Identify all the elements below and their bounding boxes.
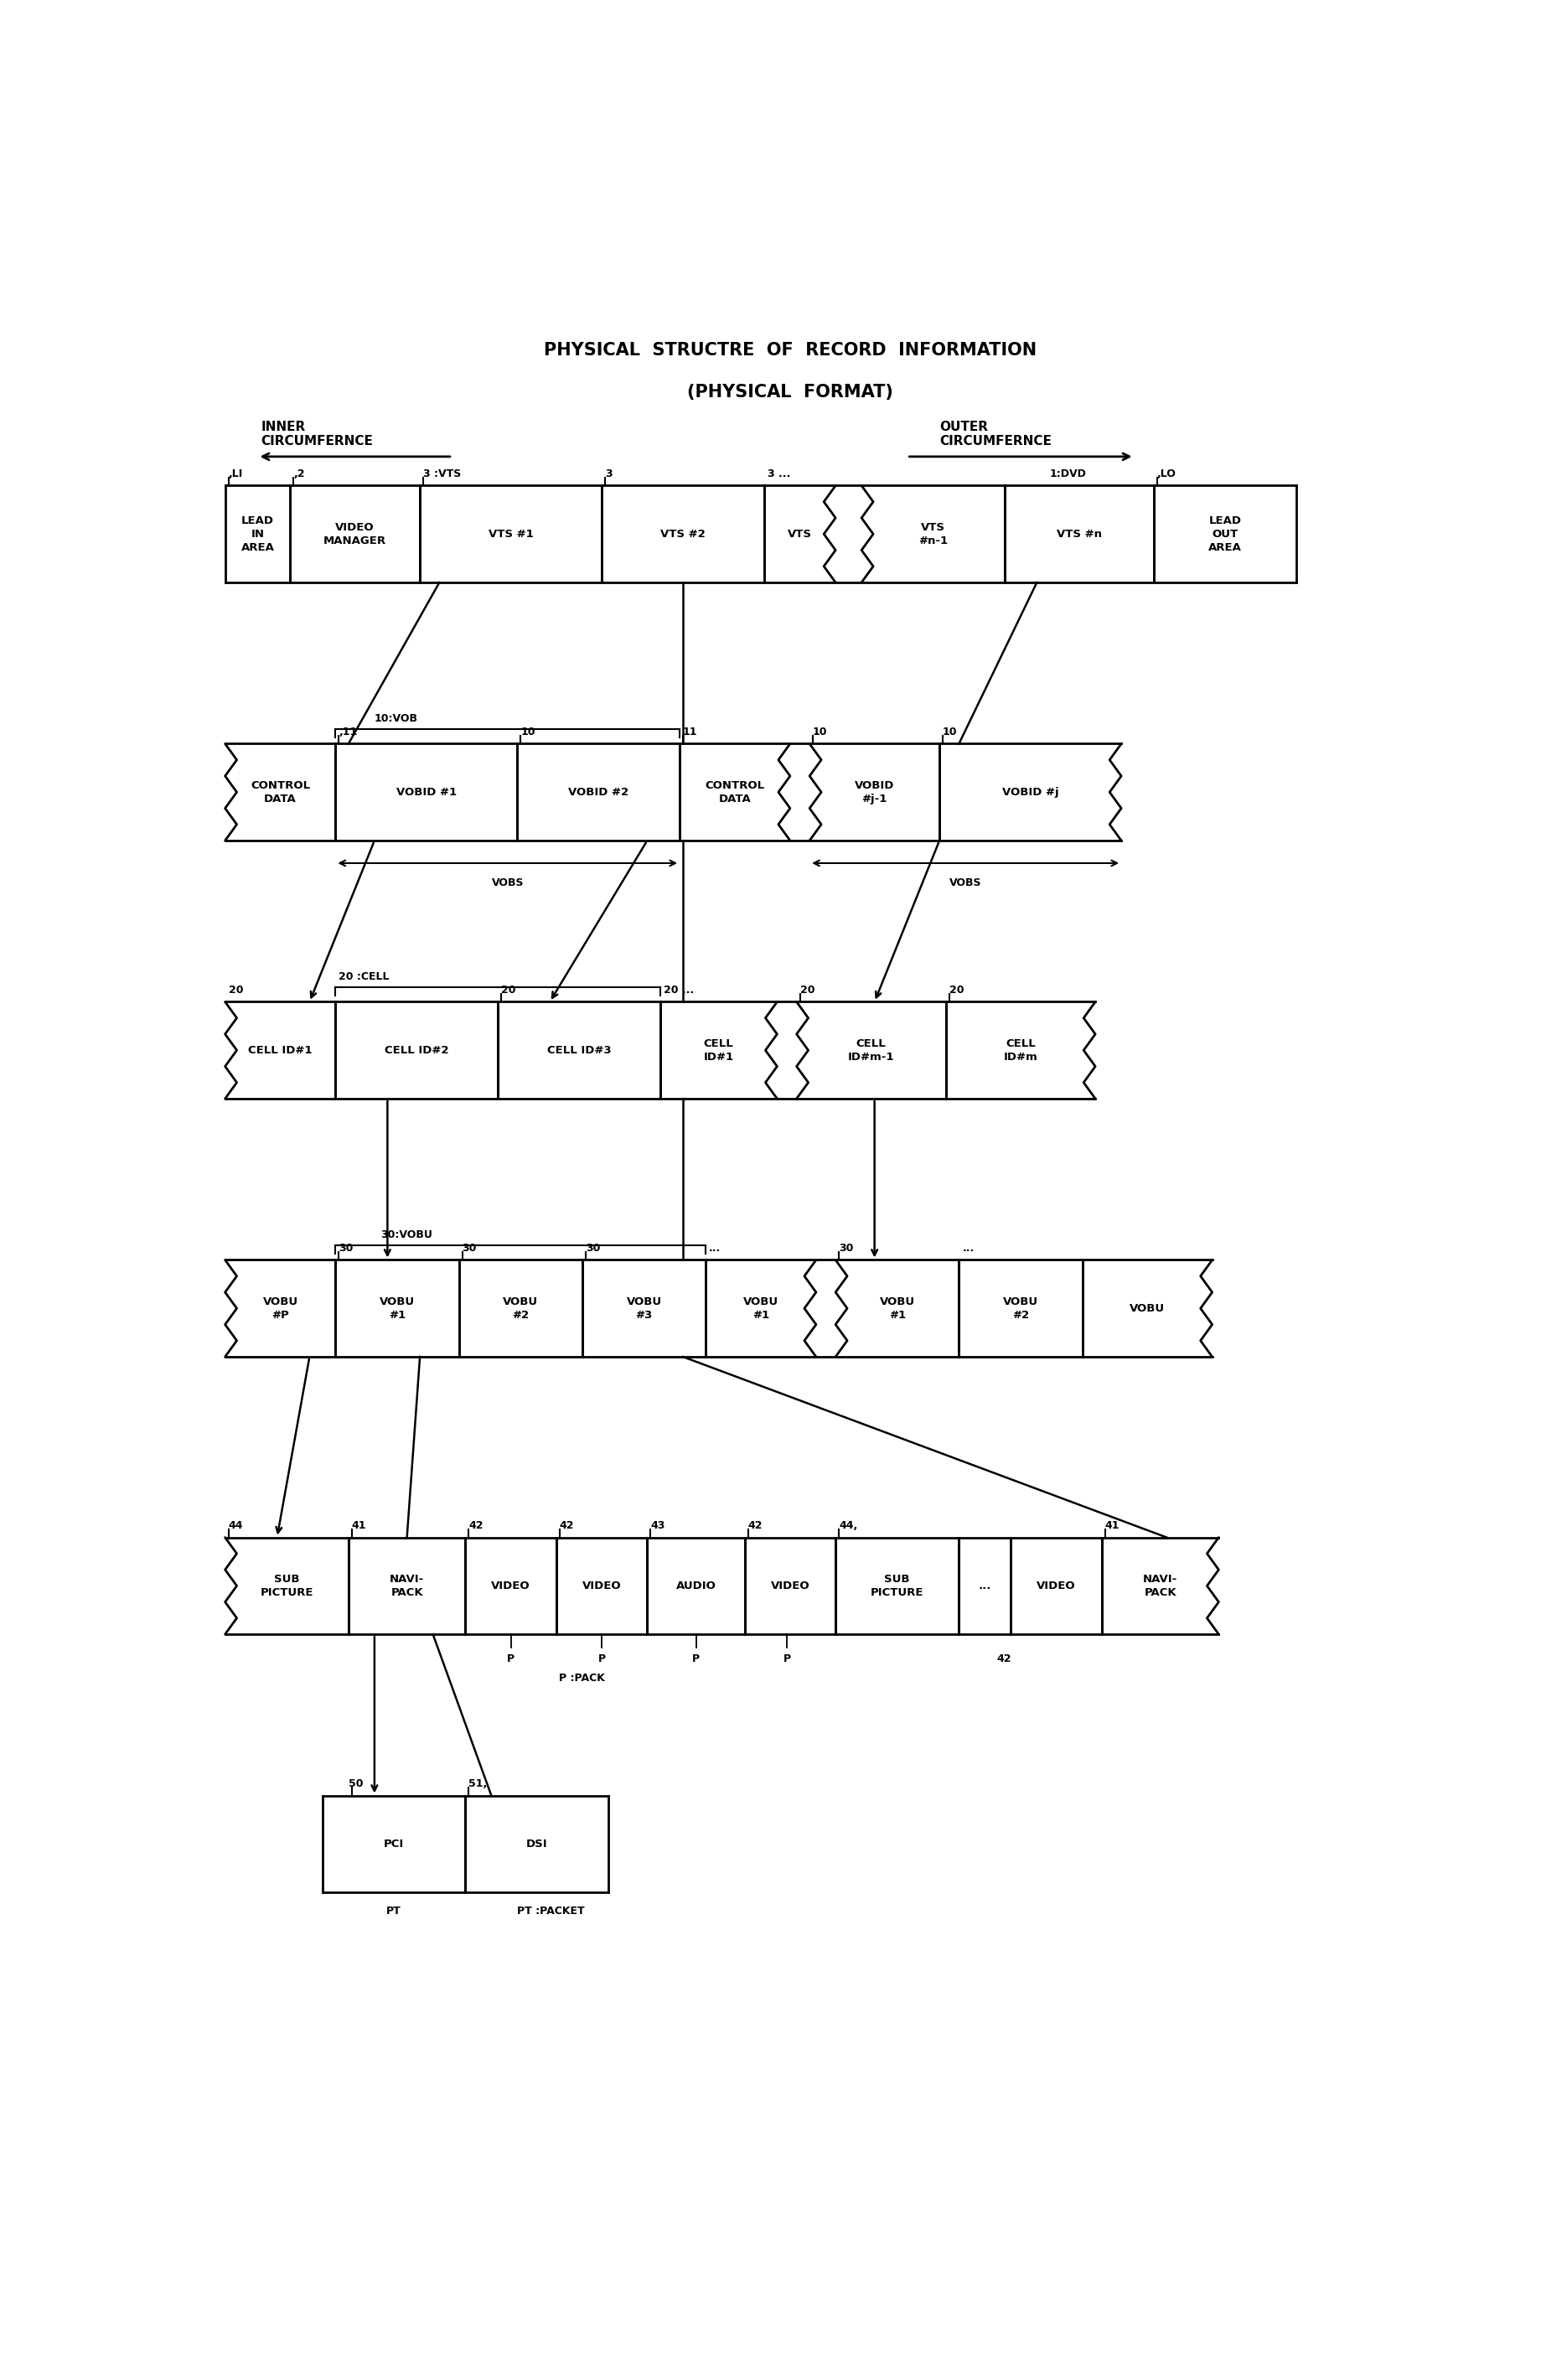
Text: ...: ... [962, 1242, 974, 1254]
Text: 43: 43 [650, 1521, 666, 1530]
Text: SUB
PICTURE: SUB PICTURE [260, 1573, 313, 1597]
Text: 20: 20 [228, 985, 243, 995]
Text: P: P [783, 1654, 791, 1664]
Text: 42: 42 [559, 1521, 575, 1530]
Text: (PHYSICAL  FORMAT): (PHYSICAL FORMAT) [687, 383, 894, 400]
Text: VOBU
#1: VOBU #1 [379, 1297, 415, 1321]
Text: 51,: 51, [468, 1778, 487, 1790]
Text: 42: 42 [747, 1521, 763, 1530]
Text: VTS: VTS [787, 528, 812, 540]
Text: INNER
CIRCUMFERNCE: INNER CIRCUMFERNCE [260, 421, 373, 447]
Text: 50: 50 [348, 1778, 364, 1790]
Text: 20: 20 [501, 985, 516, 995]
Text: OUTER
CIRCUMFERNCE: OUTER CIRCUMFERNCE [940, 421, 1051, 447]
Text: CELL
ID#m-1: CELL ID#m-1 [848, 1038, 894, 1061]
Text: NAVI-
PACK: NAVI- PACK [390, 1573, 424, 1597]
Text: 20: 20 [949, 985, 963, 995]
Text: 41: 41 [1105, 1521, 1120, 1530]
Text: VOBU
#2: VOBU #2 [502, 1297, 538, 1321]
Text: CELL
ID#1: CELL ID#1 [704, 1038, 734, 1061]
Text: 30: 30 [586, 1242, 599, 1254]
Text: 44: 44 [228, 1521, 243, 1530]
Text: SUB
PICTURE: SUB PICTURE [871, 1573, 925, 1597]
Text: VTS #2: VTS #2 [661, 528, 706, 540]
Text: VIDEO: VIDEO [582, 1580, 621, 1592]
Text: VTS #n: VTS #n [1057, 528, 1102, 540]
Text: PCI: PCI [384, 1837, 404, 1849]
Text: 3 ...: 3 ... [767, 469, 791, 478]
Text: AUDIO: AUDIO [676, 1580, 717, 1592]
Text: VIDEO: VIDEO [1037, 1580, 1076, 1592]
Text: VOBU
#P: VOBU #P [262, 1297, 297, 1321]
Text: VOBS: VOBS [949, 878, 982, 888]
Text: P: P [507, 1654, 515, 1664]
Text: VIDEO: VIDEO [770, 1580, 809, 1592]
Text: 11: 11 [683, 726, 698, 738]
Text: CONTROL
DATA: CONTROL DATA [706, 781, 764, 804]
Text: VOBID #j: VOBID #j [1002, 788, 1059, 797]
Text: 20 ...: 20 ... [664, 985, 693, 995]
Text: CONTROL
DATA: CONTROL DATA [251, 781, 310, 804]
Text: VOBID #1: VOBID #1 [396, 788, 456, 797]
Text: 30:VOBU: 30:VOBU [381, 1230, 433, 1240]
Text: 20: 20 [800, 985, 815, 995]
Text: ,LO: ,LO [1157, 469, 1176, 478]
Text: 10:VOB: 10:VOB [374, 714, 418, 724]
Text: 42: 42 [468, 1521, 484, 1530]
Text: 41: 41 [351, 1521, 367, 1530]
Text: VIDEO: VIDEO [492, 1580, 530, 1592]
Text: 3: 3 [606, 469, 612, 478]
Text: 1:DVD: 1:DVD [1049, 469, 1086, 478]
Text: VTS
#n-1: VTS #n-1 [918, 521, 948, 545]
Text: VOBU
#1: VOBU #1 [880, 1297, 915, 1321]
Text: 3 :VTS: 3 :VTS [424, 469, 461, 478]
Text: CELL ID#2: CELL ID#2 [385, 1045, 448, 1057]
Text: P: P [598, 1654, 606, 1664]
Text: DSI: DSI [525, 1837, 547, 1849]
Text: ...: ... [979, 1580, 991, 1592]
Text: VOBU
#3: VOBU #3 [626, 1297, 661, 1321]
Text: 20 :CELL: 20 :CELL [339, 971, 390, 983]
Text: CELL
ID#m: CELL ID#m [1003, 1038, 1037, 1061]
Text: 30: 30 [838, 1242, 854, 1254]
Text: VIDEO
MANAGER: VIDEO MANAGER [324, 521, 387, 545]
Text: CELL ID#3: CELL ID#3 [547, 1045, 612, 1057]
Text: ,11: ,11 [339, 726, 358, 738]
Text: 30: 30 [462, 1242, 476, 1254]
Text: LEAD
IN
AREA: LEAD IN AREA [240, 514, 274, 552]
Text: 10: 10 [943, 726, 957, 738]
Text: P :PACK: P :PACK [559, 1673, 606, 1685]
Text: P: P [692, 1654, 700, 1664]
Text: 42: 42 [997, 1654, 1012, 1664]
Text: NAVI-
PACK: NAVI- PACK [1143, 1573, 1177, 1597]
Text: ,LI: ,LI [228, 469, 243, 478]
Text: PT: PT [387, 1906, 401, 1916]
Text: ...: ... [709, 1242, 721, 1254]
Text: 44,: 44, [838, 1521, 857, 1530]
Text: 10: 10 [812, 726, 828, 738]
Text: VOBU
#1: VOBU #1 [743, 1297, 778, 1321]
Text: VOBS: VOBS [492, 878, 524, 888]
Text: VOBU
#2: VOBU #2 [1003, 1297, 1039, 1321]
Text: VTS #1: VTS #1 [488, 528, 533, 540]
Text: PT :PACKET: PT :PACKET [518, 1906, 586, 1916]
Text: CELL ID#1: CELL ID#1 [248, 1045, 313, 1057]
Text: VOBU: VOBU [1130, 1302, 1165, 1314]
Text: VOBID #2: VOBID #2 [569, 788, 629, 797]
Text: ,2: ,2 [293, 469, 305, 478]
Text: PHYSICAL  STRUCTRE  OF  RECORD  INFORMATION: PHYSICAL STRUCTRE OF RECORD INFORMATION [544, 343, 1037, 359]
Text: VOBID
#j-1: VOBID #j-1 [855, 781, 894, 804]
Text: 30: 30 [339, 1242, 353, 1254]
Text: LEAD
OUT
AREA: LEAD OUT AREA [1208, 514, 1242, 552]
Text: 10: 10 [521, 726, 535, 738]
